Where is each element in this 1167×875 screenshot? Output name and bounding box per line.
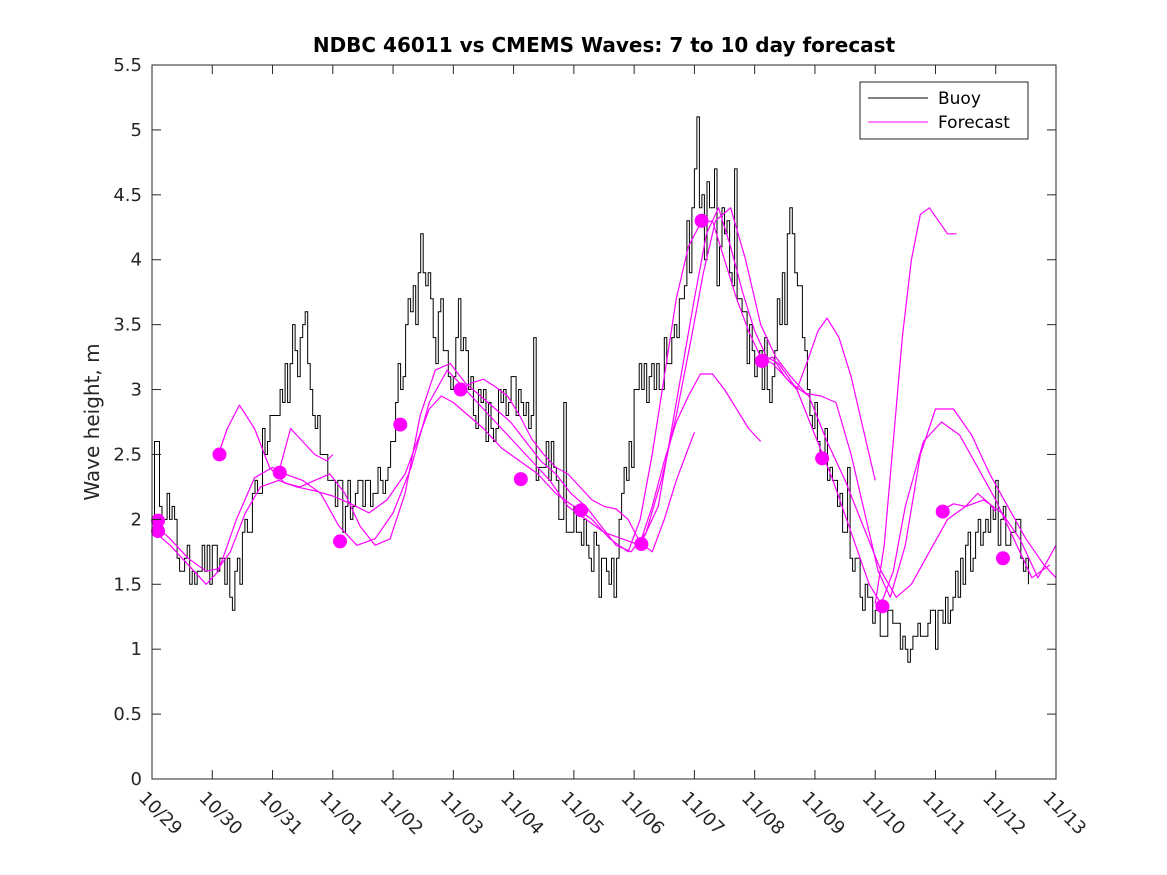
forecast-line xyxy=(941,492,997,512)
forecast-point xyxy=(453,382,468,397)
x-tick-label: 11/04 xyxy=(496,788,548,840)
x-tick-label: 11/08 xyxy=(737,788,789,840)
y-tick-label: 4.5 xyxy=(113,185,142,206)
x-tick-label: 10/30 xyxy=(195,788,247,840)
y-tick-label: 4 xyxy=(131,250,142,271)
forecast-points xyxy=(151,213,1010,614)
x-tick-label: 11/07 xyxy=(677,788,729,840)
x-tick-label: 11/09 xyxy=(797,788,849,840)
legend-buoy-label: Buoy xyxy=(938,89,981,109)
y-tick-label: 5 xyxy=(131,120,142,141)
forecast-series xyxy=(152,207,1056,605)
forecast-point xyxy=(513,472,528,487)
forecast-point xyxy=(995,551,1010,566)
forecast-point xyxy=(151,513,166,528)
forecast-line xyxy=(217,207,1056,598)
forecast-point xyxy=(333,534,348,549)
y-tick-label: 1 xyxy=(131,639,142,660)
x-tick-label: 11/13 xyxy=(1038,788,1090,840)
x-tick-label: 11/02 xyxy=(376,788,428,840)
forecast-line xyxy=(152,207,1051,605)
legend: Buoy Forecast xyxy=(859,81,1029,140)
y-tick-label: 2 xyxy=(131,509,142,530)
y-tick-label: 3.5 xyxy=(113,315,142,336)
y-tick-label: 3 xyxy=(131,380,142,401)
forecast-point xyxy=(754,353,769,368)
chart-title: NDBC 46011 vs CMEMS Waves: 7 to 10 day f… xyxy=(313,33,896,57)
forecast-point xyxy=(634,537,649,552)
forecast-line xyxy=(760,317,876,481)
x-tick-label: 11/01 xyxy=(315,788,367,840)
y-tick-label: 1.5 xyxy=(113,574,142,595)
forecast-point xyxy=(151,524,166,539)
forecast-point xyxy=(694,213,709,228)
x-tick-label: 11/03 xyxy=(436,788,488,840)
forecast-point xyxy=(815,451,830,466)
legend-forecast-label: Forecast xyxy=(938,113,1010,133)
forecast-point xyxy=(574,503,589,518)
y-tick-label: 0.5 xyxy=(113,704,142,725)
y-tick-label: 5.5 xyxy=(113,55,142,76)
forecast-point xyxy=(393,417,408,432)
forecast-line xyxy=(874,207,957,604)
x-tick-label: 11/06 xyxy=(617,788,669,840)
forecast-point xyxy=(212,447,227,462)
y-tick-label: 2.5 xyxy=(113,444,142,465)
x-tick-label: 11/05 xyxy=(556,788,608,840)
forecast-line xyxy=(639,373,762,543)
y-tick-label: 0 xyxy=(131,769,142,790)
plot-frame xyxy=(151,64,1057,780)
forecast-line xyxy=(278,427,334,473)
x-tick-label: 11/11 xyxy=(918,788,970,840)
x-tick-label: 10/29 xyxy=(134,788,186,840)
forecast-line xyxy=(459,378,695,553)
legend-box xyxy=(859,81,1029,140)
x-tick-label: 11/12 xyxy=(978,788,1030,840)
forecast-point xyxy=(272,465,287,480)
x-tick-label: 10/31 xyxy=(255,788,307,840)
y-axis-label: Wave height, m xyxy=(80,343,104,500)
forecast-point xyxy=(875,599,890,614)
forecast-point xyxy=(935,504,950,519)
x-tick-label: 11/10 xyxy=(858,788,910,840)
plot-background xyxy=(152,65,1056,779)
